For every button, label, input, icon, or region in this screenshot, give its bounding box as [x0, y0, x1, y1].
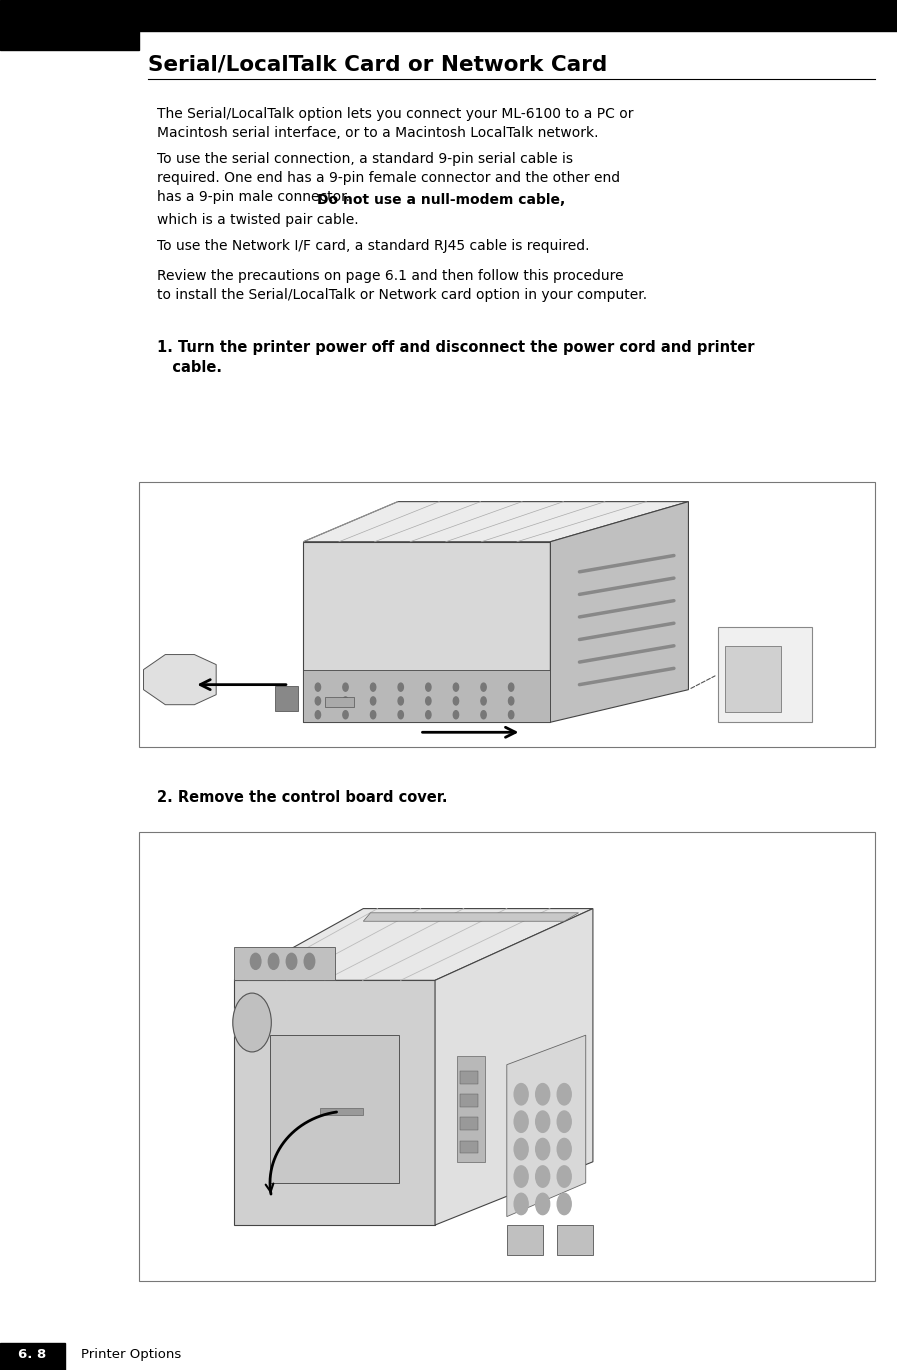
Text: Review the precautions on page 6.1 and then follow this procedure
to install the: Review the precautions on page 6.1 and t…	[157, 269, 647, 301]
Bar	[460, 1118, 478, 1130]
Bar	[718, 627, 812, 722]
Circle shape	[250, 954, 261, 970]
Polygon shape	[557, 1225, 593, 1255]
Circle shape	[514, 1111, 528, 1133]
Circle shape	[343, 697, 348, 706]
Bar	[0, 1343, 65, 1370]
Bar	[460, 1071, 478, 1084]
Text: 6. 8: 6. 8	[18, 1348, 47, 1362]
Circle shape	[509, 684, 514, 692]
Circle shape	[514, 1138, 528, 1160]
Polygon shape	[234, 947, 335, 981]
Circle shape	[536, 1166, 550, 1188]
Circle shape	[557, 1166, 571, 1188]
Circle shape	[426, 697, 431, 706]
Polygon shape	[270, 1036, 399, 1182]
Bar	[0, 29, 139, 49]
Circle shape	[398, 711, 404, 719]
Polygon shape	[144, 655, 216, 704]
Text: 2. Remove the control board cover.: 2. Remove the control board cover.	[157, 790, 448, 806]
Circle shape	[233, 993, 271, 1052]
Circle shape	[514, 1166, 528, 1188]
Circle shape	[557, 1084, 571, 1106]
Bar	[325, 697, 354, 707]
Circle shape	[286, 954, 297, 970]
Circle shape	[315, 697, 320, 706]
Circle shape	[398, 684, 404, 692]
Polygon shape	[303, 501, 689, 541]
Bar	[460, 1095, 478, 1107]
Circle shape	[481, 697, 486, 706]
Polygon shape	[234, 981, 435, 1225]
Circle shape	[509, 697, 514, 706]
Polygon shape	[507, 1225, 543, 1255]
Polygon shape	[507, 1036, 586, 1217]
Polygon shape	[303, 670, 551, 722]
Text: Do not use a null-modem cable,: Do not use a null-modem cable,	[317, 193, 565, 207]
Polygon shape	[435, 908, 593, 1225]
Circle shape	[557, 1138, 571, 1160]
Bar	[139, 482, 875, 747]
Polygon shape	[551, 501, 689, 722]
Circle shape	[370, 684, 376, 692]
Bar	[320, 1108, 363, 1115]
Circle shape	[315, 711, 320, 719]
Circle shape	[398, 697, 404, 706]
Circle shape	[514, 1084, 528, 1106]
Bar	[725, 645, 781, 712]
Circle shape	[509, 711, 514, 719]
Bar	[0, 0, 897, 32]
Circle shape	[557, 1111, 571, 1133]
Circle shape	[536, 1138, 550, 1160]
Circle shape	[370, 711, 376, 719]
Circle shape	[426, 711, 431, 719]
Circle shape	[343, 711, 348, 719]
Bar	[457, 1056, 485, 1162]
Bar	[139, 832, 875, 1281]
Circle shape	[453, 711, 458, 719]
Text: Printer Options: Printer Options	[81, 1348, 181, 1362]
Circle shape	[370, 697, 376, 706]
Circle shape	[481, 684, 486, 692]
Text: To use the Network I/F card, a standard RJ45 cable is required.: To use the Network I/F card, a standard …	[157, 238, 589, 252]
Polygon shape	[363, 912, 579, 921]
Polygon shape	[303, 541, 551, 722]
Circle shape	[536, 1193, 550, 1215]
Circle shape	[304, 954, 315, 970]
Circle shape	[315, 684, 320, 692]
Bar	[460, 1141, 478, 1154]
Text: To use the serial connection, a standard 9-pin serial cable is
required. One end: To use the serial connection, a standard…	[157, 152, 620, 204]
Circle shape	[426, 684, 431, 692]
Circle shape	[536, 1111, 550, 1133]
Polygon shape	[234, 908, 593, 981]
Bar	[275, 686, 298, 711]
Circle shape	[481, 711, 486, 719]
Text: 1. Turn the printer power off and disconnect the power cord and printer
   cable: 1. Turn the printer power off and discon…	[157, 340, 754, 375]
Circle shape	[268, 954, 279, 970]
Circle shape	[536, 1084, 550, 1106]
Circle shape	[343, 684, 348, 692]
Text: which is a twisted pair cable.: which is a twisted pair cable.	[157, 212, 359, 227]
Text: Serial/LocalTalk Card or Network Card: Serial/LocalTalk Card or Network Card	[148, 55, 607, 75]
Circle shape	[453, 684, 458, 692]
Text: The Serial/LocalTalk option lets you connect your ML-6100 to a PC or
Macintosh s: The Serial/LocalTalk option lets you con…	[157, 107, 633, 140]
Circle shape	[514, 1193, 528, 1215]
Circle shape	[557, 1193, 571, 1215]
Circle shape	[453, 697, 458, 706]
